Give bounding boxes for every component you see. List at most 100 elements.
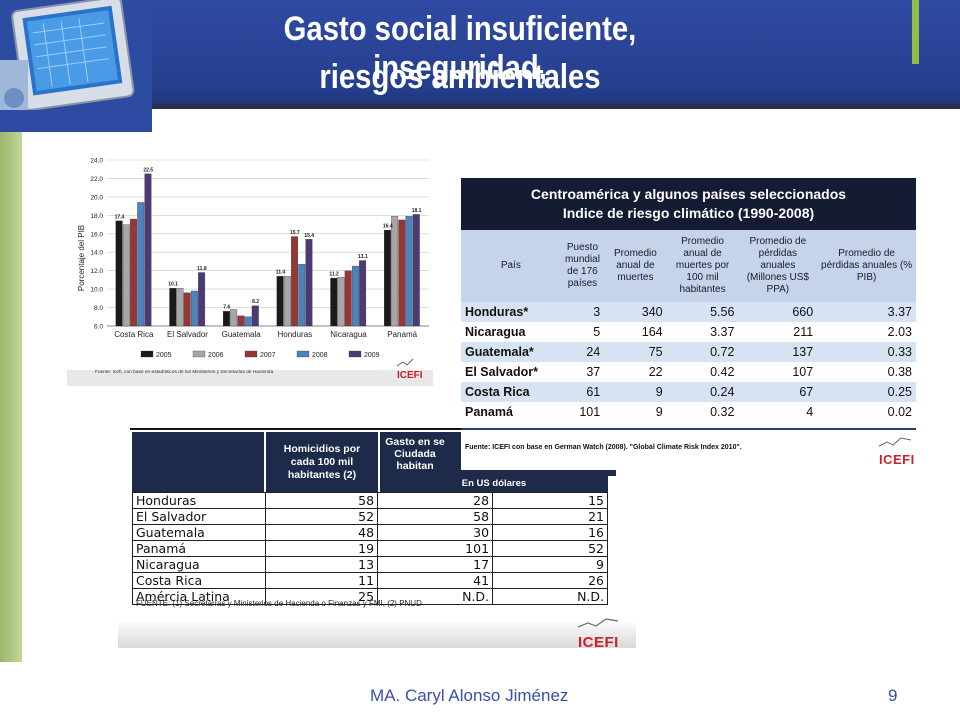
homicide-country: Nicaragua: [132, 556, 266, 573]
risk-row: Costa Rica 61 9 0.24 67 0.25: [461, 382, 916, 402]
social-spending-chart: 6.0 8.0 10.0 12.0 14.0 16.0 18.0 20.0 22.0 24.0 C…: [67, 158, 433, 386]
risk-value: 5.56: [666, 302, 739, 322]
risk-value: 0.33: [817, 342, 916, 362]
risk-value: 3.37: [666, 322, 739, 342]
homicide-country: Panamá: [132, 540, 266, 557]
chart-ytick-label: 14.0: [90, 250, 103, 257]
chart-bar: [276, 276, 284, 327]
chart-bar: [122, 224, 130, 327]
risk-value: 660: [738, 302, 818, 322]
chart-data-label: 10.1: [168, 282, 178, 288]
risk-value: 5: [560, 322, 605, 342]
chart-bar: [283, 276, 291, 327]
chart-bar: [244, 316, 252, 327]
homicide-value: 17: [377, 556, 494, 573]
risk-country: Costa Rica: [461, 382, 561, 402]
homicide-value: 58: [377, 508, 494, 525]
icefi-logo: ICEFI: [577, 616, 628, 651]
homicide-value: 41: [377, 572, 494, 589]
chart-bar: [405, 216, 413, 327]
risk-header-4: Promedio de pérdidas anuales (Millones U…: [738, 230, 818, 302]
footer-author: MA. Caryl Alonso Jiménez: [370, 686, 569, 705]
chart-bar: [137, 202, 145, 327]
risk-title-line-2: Indice de riesgo climático (1990-2008): [562, 205, 815, 221]
risk-value: 22: [604, 362, 667, 382]
chart-legend-swatch: [140, 350, 154, 358]
chart-ylabel: Porcentaje del PIB: [77, 225, 86, 291]
chart-bar: [384, 229, 391, 327]
chart-legend-swatch: [244, 350, 258, 358]
chart-ytick-label: 18.0: [90, 213, 103, 220]
homicide-row: Costa Rica 11 41 26: [132, 572, 608, 589]
chart-xtick-label: Nicaragua: [330, 330, 367, 339]
icefi-logo: ICEFI: [396, 358, 423, 381]
chart-xtick-label: Panamá: [387, 330, 417, 339]
chart-bar: [223, 311, 230, 327]
chart-bar: [144, 173, 152, 327]
homicide-value: 101: [377, 540, 494, 557]
chart-bar: [198, 272, 206, 327]
chart-legend-label: 2007: [260, 352, 276, 359]
homicide-value: 13: [264, 556, 379, 573]
risk-value: 37: [560, 362, 605, 382]
homicide-country: El Salvador: [132, 508, 266, 525]
risk-value: 164: [604, 322, 667, 342]
risk-value: 137: [738, 342, 818, 362]
chart-legend-swatch: [348, 350, 362, 358]
chart-legend-swatch: [192, 350, 206, 358]
chart-bar: [115, 220, 123, 327]
chart-ytick-label: 8.0: [94, 305, 103, 312]
homicide-value: 15: [492, 492, 608, 509]
risk-value: 0.02: [817, 402, 916, 422]
homicide-country: Honduras: [132, 492, 266, 509]
homicide-subheader: En US dólares: [380, 476, 608, 492]
chart-bar: [391, 216, 399, 327]
chart-bar: [190, 290, 198, 327]
risk-header-0: País: [461, 230, 561, 302]
risk-country: Nicaragua: [461, 322, 561, 342]
risk-value: 2.03: [817, 322, 916, 342]
page-number: 9: [888, 686, 898, 705]
risk-header-1: Puesto mundial de 176 países: [560, 230, 605, 302]
chart-bar: [251, 305, 259, 327]
chart-bar: [305, 239, 313, 327]
homicide-value: 30: [377, 524, 494, 541]
chart-bar: [398, 219, 406, 327]
chart-data-label: 11.2: [329, 272, 339, 278]
homicide-value: 25: [264, 588, 379, 605]
chart-data-label: 22.5: [143, 167, 153, 173]
chart-bar: [337, 276, 345, 327]
chart-bar: [298, 264, 306, 327]
risk-row: Nicaragua 5 164 3.37 211 2.03: [461, 322, 916, 342]
risk-source-rule: [461, 428, 916, 430]
risk-value: 101: [560, 402, 605, 422]
risk-row: Honduras* 3 340 5.56 660 3.37: [461, 302, 916, 322]
chart-data-label: 13.1: [358, 254, 368, 260]
chart-bar: [351, 265, 359, 327]
header-divider: [0, 104, 960, 109]
chart-data-label: 11.4: [276, 270, 286, 276]
homicide-country: Costa Rica: [132, 572, 266, 589]
icefi-logo-text: ICEFI: [578, 634, 619, 651]
risk-value: 0.42: [666, 362, 739, 382]
chart-ytick-label: 20.0: [90, 194, 103, 201]
homicide-header-col1: Homicidios por cada 100 mil habitantes (…: [266, 432, 378, 492]
risk-value: 0.72: [666, 342, 739, 362]
risk-value: 211: [738, 322, 818, 342]
chart-ytick-label: 10.0: [90, 287, 103, 294]
computer-monitor-icon: [0, 0, 152, 111]
homicide-footer-band: [118, 620, 636, 648]
risk-value: 75: [604, 342, 667, 362]
icefi-logo-text: ICEFI: [879, 452, 915, 467]
chart-bar: [230, 309, 238, 327]
chart-data-label: 16.4: [383, 224, 393, 230]
chart-data-label: 8.2: [252, 299, 259, 305]
homicide-value: 48: [264, 524, 379, 541]
homicide-table: Honduras 58 28 15 El Salvador 52 58 21 Guatemala…: [132, 492, 608, 605]
chart-legend-label: 2008: [312, 352, 328, 359]
homicide-row: Amércia Latina 25 N.D. N.D.: [132, 588, 608, 605]
homicide-value: 28: [377, 492, 494, 509]
homicide-value: 11: [264, 572, 379, 589]
slide-title-line-2: riesgos ambientales: [319, 58, 601, 96]
chart-data-label: 7.6: [223, 305, 230, 311]
